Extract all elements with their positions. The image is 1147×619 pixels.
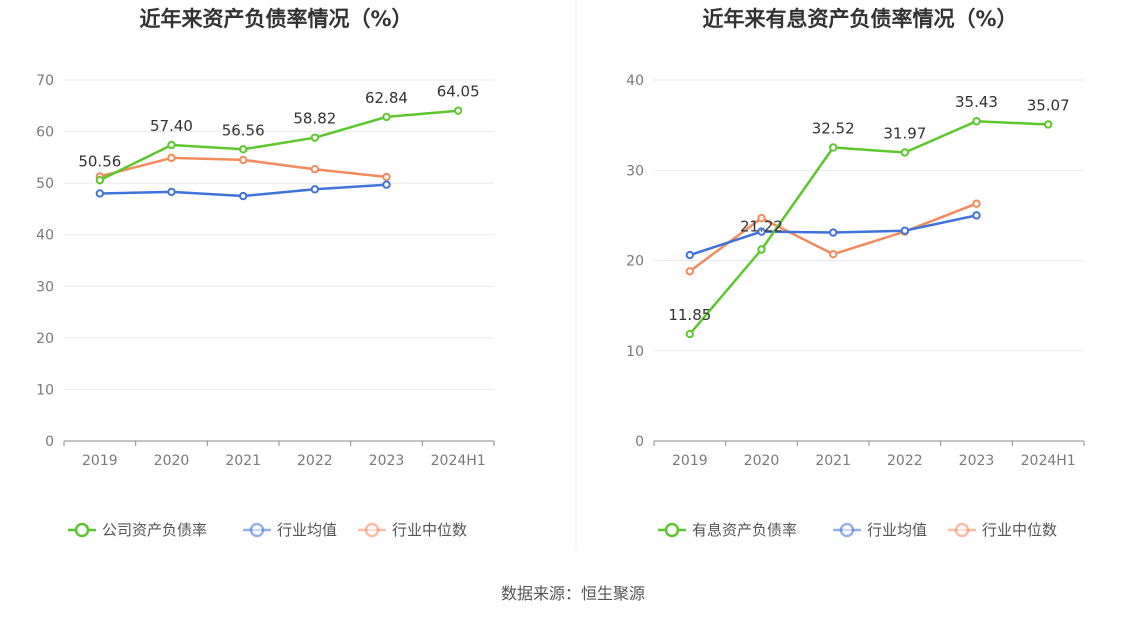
data-label: 21.22	[740, 217, 783, 235]
y-tick-label: 70	[36, 73, 54, 89]
y-tick-label: 30	[36, 279, 54, 295]
data-label: 31.97	[883, 124, 926, 142]
data-label: 57.40	[150, 117, 193, 135]
data-point	[972, 199, 981, 208]
y-tick-label: 0	[45, 434, 54, 450]
chart-panel-interest-debt-ratio: 近年来有息资产负债率情况（%） 0 10 20 30 40 2019 2020 2021 2022…	[626, 7, 1085, 539]
data-label: 50.56	[78, 152, 121, 170]
data-point	[453, 106, 463, 115]
y-tick-label: 10	[36, 382, 54, 398]
y-tick-label: 50	[36, 176, 54, 192]
data-label: 35.07	[1027, 96, 1070, 114]
legend-label: 公司资产负债率	[102, 521, 207, 539]
data-point	[95, 176, 105, 185]
data-point	[382, 112, 391, 122]
data-point	[900, 148, 910, 157]
data-point	[972, 211, 981, 220]
data-point	[828, 143, 838, 152]
data-point	[167, 187, 176, 197]
chart-panel-debt-ratio: 近年来资产负债率情况（%） 0 10 20 30 40 50 60 70 2019 2020 2021…	[36, 7, 495, 539]
legend-marker-icon	[664, 522, 680, 538]
legend-label: 行业中位数	[982, 521, 1057, 539]
y-tick-label: 40	[626, 73, 644, 89]
x-tick-label: 2019	[82, 453, 118, 469]
data-label: 32.52	[812, 120, 855, 138]
legend-label: 行业均值	[277, 521, 337, 539]
data-point	[1043, 120, 1053, 129]
data-label: 35.43	[955, 93, 998, 111]
x-tick-label: 2022	[887, 453, 923, 469]
data-point	[167, 140, 176, 150]
data-point	[757, 245, 766, 254]
data-point	[828, 249, 838, 259]
data-point	[685, 267, 695, 276]
data-label: 62.84	[365, 89, 408, 107]
data-point	[238, 191, 248, 201]
data-point	[310, 133, 320, 142]
y-tick-label: 30	[626, 163, 644, 179]
legend-label: 行业均值	[867, 521, 927, 539]
legend-marker-icon	[839, 522, 855, 538]
x-tick-label: 2022	[297, 453, 333, 469]
data-point	[757, 213, 766, 223]
y-tick-label: 20	[626, 254, 644, 270]
legend-marker-icon	[249, 522, 265, 538]
source-note: 数据来源：恒生聚源	[501, 584, 645, 603]
x-tick-label: 2024H1	[431, 453, 486, 469]
data-point	[900, 226, 910, 235]
data-point	[685, 329, 695, 339]
x-tick-label: 2019	[672, 453, 708, 469]
data-point	[972, 117, 981, 126]
x-tick-label: 2021	[225, 453, 261, 469]
x-tick-label: 2024H1	[1021, 453, 1076, 469]
legend-label: 行业中位数	[392, 521, 467, 539]
data-point	[757, 227, 766, 236]
x-tick-label: 2020	[744, 453, 780, 469]
data-point	[167, 153, 176, 163]
data-point	[828, 228, 838, 237]
data-point	[238, 155, 248, 165]
data-point	[310, 185, 320, 194]
series-line	[99, 109, 459, 182]
data-point	[95, 189, 105, 198]
series-line	[689, 202, 977, 273]
data-point	[382, 180, 391, 189]
data-label: 56.56	[222, 121, 265, 139]
data-label: 58.82	[293, 110, 336, 128]
y-tick-label: 60	[36, 125, 54, 141]
series-line	[688, 119, 1049, 335]
data-point	[382, 172, 391, 182]
data-label: 11.85	[668, 306, 711, 324]
x-tick-label: 2021	[815, 453, 851, 469]
data-point	[310, 165, 320, 174]
legend-marker-icon	[364, 522, 380, 538]
chart-title: 近年来有息资产负债率情况（%）	[702, 7, 1017, 31]
chart-title: 近年来资产负债率情况（%）	[139, 7, 412, 31]
y-tick-label: 40	[36, 228, 54, 244]
y-tick-label: 20	[36, 331, 54, 347]
legend-marker-icon	[74, 522, 90, 538]
x-tick-label: 2023	[369, 453, 405, 469]
y-tick-label: 10	[626, 344, 644, 360]
legend-marker-icon	[954, 522, 970, 538]
x-tick-label: 2020	[154, 453, 190, 469]
data-label: 64.05	[437, 83, 480, 101]
data-point	[685, 250, 695, 260]
y-tick-label: 0	[635, 434, 644, 450]
legend-label: 有息资产负债率	[692, 521, 797, 539]
x-tick-label: 2023	[959, 453, 995, 469]
data-point	[238, 145, 248, 154]
